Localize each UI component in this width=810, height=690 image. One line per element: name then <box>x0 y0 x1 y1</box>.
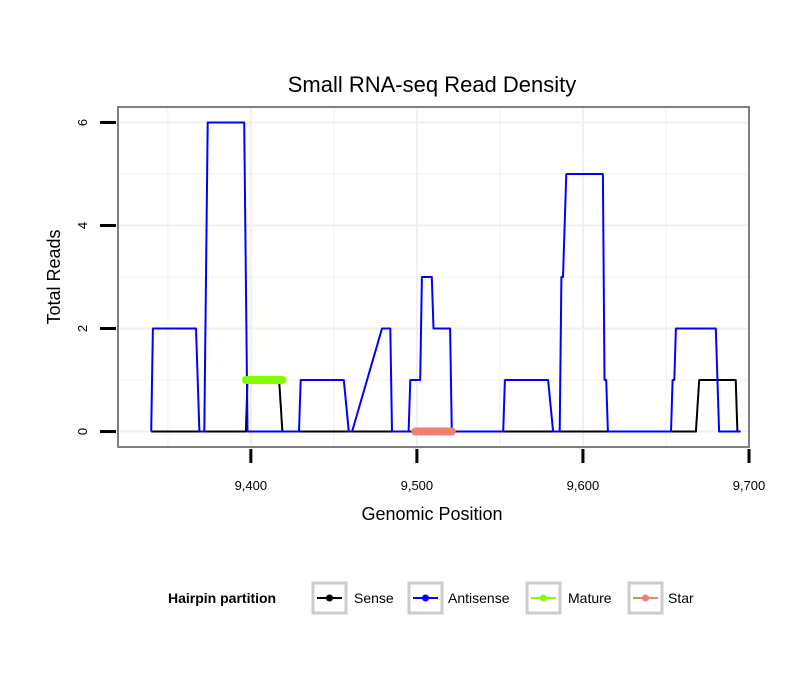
legend-item-antisense: Antisense <box>407 581 510 615</box>
series-layer <box>150 121 741 436</box>
x-axis-title: Genomic Position <box>361 504 502 524</box>
legend-key-point <box>540 594 547 602</box>
x-tick-label: 9,700 <box>733 478 766 493</box>
legend-key-point <box>422 594 429 602</box>
x-tick-label: 9,600 <box>567 478 600 493</box>
grid <box>118 107 750 447</box>
series-sense-line <box>151 379 739 433</box>
legend-key-point <box>326 594 333 602</box>
legend-label: Mature <box>568 590 612 606</box>
y-tick-label: 2 <box>75 325 90 332</box>
legend-item-sense: Sense <box>311 581 394 615</box>
y-tick-label: 0 <box>75 428 90 435</box>
panel-border <box>117 106 750 448</box>
y-axis-title: Total Reads <box>44 229 64 324</box>
legend-title: Hairpin partition <box>168 590 276 606</box>
legend-items: Sense Antisense Mature Star <box>311 581 694 615</box>
y-tick-label: 6 <box>75 119 90 126</box>
x-tick-label: 9,500 <box>401 478 434 493</box>
legend-item-mature: Mature <box>525 581 612 615</box>
axes-layer: 9,400 9,500 9,600 9,700 0 2 4 6 <box>75 119 765 493</box>
legend-label: Star <box>668 590 694 606</box>
legend-label: Antisense <box>448 590 510 606</box>
legend-label: Sense <box>354 590 394 606</box>
x-tick-label: 9,400 <box>235 478 268 493</box>
legend-key-point <box>642 594 649 602</box>
legend-item-star: Star <box>627 581 694 615</box>
series-antisense-line <box>150 121 741 433</box>
chart-title: Small RNA-seq Read Density <box>288 72 577 97</box>
legend: Hairpin partition Sense Antisense Mature St… <box>168 581 694 615</box>
y-tick-label: 4 <box>75 222 90 229</box>
